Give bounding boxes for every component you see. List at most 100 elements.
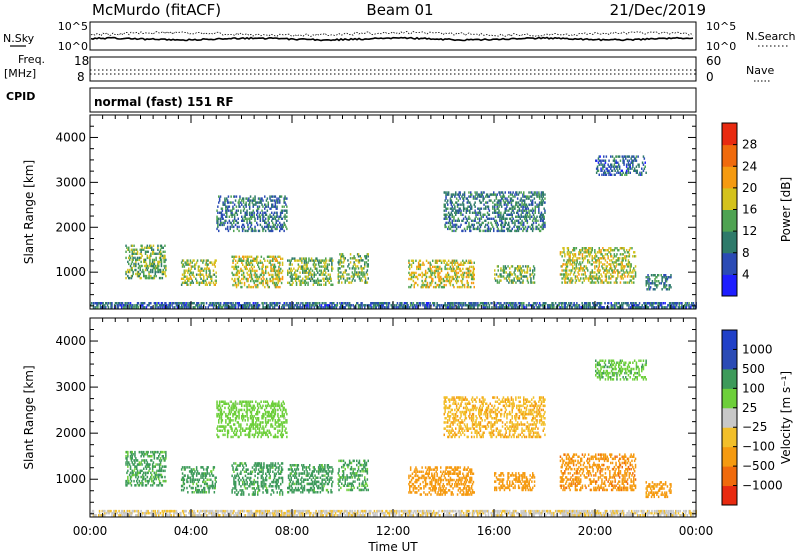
power-cell (286, 302, 288, 305)
power-cell (187, 259, 189, 262)
power-cell (552, 306, 554, 309)
power-cell (497, 211, 499, 214)
power-cell (247, 263, 249, 266)
power-cell (639, 306, 642, 309)
power-cell (508, 229, 511, 233)
power-cell (150, 302, 152, 305)
power-cell (262, 263, 264, 266)
power-cell (595, 167, 598, 170)
power-cell (187, 277, 189, 280)
power-cell (183, 281, 186, 284)
power-cell (475, 211, 477, 214)
power-cell (432, 259, 434, 262)
power-cell (493, 227, 495, 231)
power-cell (183, 273, 186, 276)
power-cell (235, 219, 238, 222)
power-cell (524, 203, 527, 206)
power-cell (520, 209, 522, 212)
power-cell (650, 274, 653, 277)
power-cell (456, 219, 459, 222)
power-cell (447, 203, 449, 206)
power-cell (501, 197, 504, 200)
power-cell (352, 275, 354, 278)
power-cell (171, 302, 173, 305)
power-cell (483, 306, 485, 309)
power-cell (270, 279, 272, 283)
power-cell (447, 306, 450, 309)
power-cell (406, 304, 408, 307)
power-cell (411, 271, 414, 275)
power-cell (517, 265, 519, 268)
noise-left-tick-bottom: 10^0 (58, 40, 88, 53)
power-cell (161, 272, 164, 276)
power-cell (136, 304, 138, 307)
power-cell (509, 279, 511, 282)
power-cell (603, 255, 605, 258)
power-cell (591, 255, 593, 258)
power-cell (561, 277, 563, 280)
power-cell (618, 306, 620, 309)
power-cell (224, 199, 226, 202)
power-cell (585, 304, 588, 307)
power-cell (165, 264, 167, 268)
power-cell (587, 259, 589, 262)
power-cell (510, 211, 513, 214)
power-cell (539, 217, 542, 220)
power-cell (265, 269, 267, 273)
power-cell (135, 260, 137, 264)
power-cell (516, 197, 519, 200)
power-cell (422, 273, 424, 277)
power-cell (579, 267, 581, 270)
power-cell (247, 261, 249, 264)
power-cell (153, 262, 156, 266)
power-cell (453, 306, 455, 309)
velocity-cell (92, 509, 95, 513)
power-cell (188, 304, 190, 307)
power-cell (153, 302, 156, 305)
power-cell (581, 269, 584, 272)
power-cell (331, 261, 333, 264)
power-cell (511, 265, 514, 268)
power-cell (516, 203, 518, 206)
power-cell (570, 277, 572, 280)
power-cell (280, 195, 283, 198)
power-cell (276, 211, 278, 214)
power-cell (231, 265, 233, 269)
power-cell (256, 259, 258, 262)
power-cell (535, 227, 537, 231)
power-cell (511, 199, 513, 202)
power-cell (161, 246, 164, 249)
power-cell (195, 304, 197, 307)
power-cell (531, 191, 533, 194)
power-cell (603, 281, 605, 284)
power-colorbar-segment (722, 252, 737, 275)
power-cell (506, 209, 508, 212)
power-cell (137, 266, 140, 270)
power-cell (529, 269, 531, 272)
power-cell (276, 205, 278, 208)
power-cell (243, 302, 246, 305)
power-cell (453, 267, 455, 271)
power-cell (430, 267, 432, 271)
power-cell (591, 257, 593, 260)
power-colorbar-segment (722, 209, 737, 232)
power-cell (477, 211, 479, 214)
power-cell (306, 265, 308, 268)
power-cell (281, 211, 284, 214)
power-cell (656, 286, 658, 289)
power-cell (457, 209, 460, 212)
power-cell (685, 304, 688, 307)
power-cell (440, 277, 443, 281)
power-cell (401, 304, 403, 307)
power-cell (252, 257, 255, 260)
power-cell (454, 304, 456, 307)
power-cell (234, 259, 237, 262)
power-cell (265, 265, 267, 269)
power-cell (409, 302, 412, 305)
power-cell (219, 195, 222, 198)
power-cell (164, 260, 166, 264)
power-cell (129, 264, 132, 268)
power-cell (276, 273, 278, 277)
power-cell (431, 279, 433, 283)
power-cell (629, 265, 631, 268)
